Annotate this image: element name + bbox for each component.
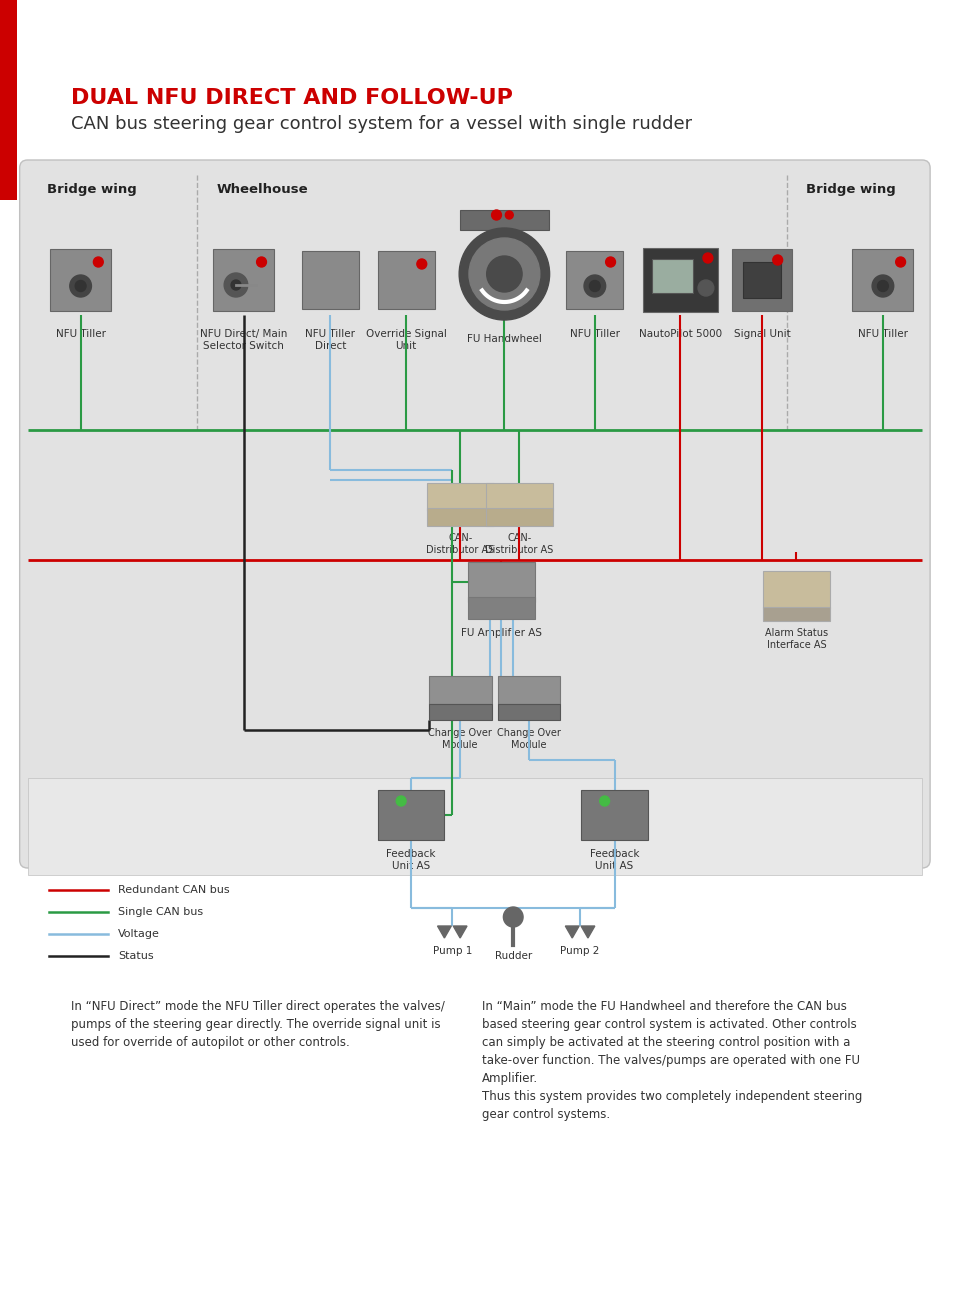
Text: NFU Direct/ Main
Selector Switch: NFU Direct/ Main Selector Switch <box>200 330 288 351</box>
Bar <box>497 676 561 704</box>
Bar <box>426 508 493 526</box>
Bar <box>732 249 792 311</box>
Circle shape <box>703 252 713 263</box>
Polygon shape <box>453 926 467 938</box>
Circle shape <box>589 280 600 292</box>
Bar <box>377 251 435 309</box>
Text: NautoPilot 5000: NautoPilot 5000 <box>638 330 722 339</box>
Circle shape <box>469 238 540 310</box>
Bar <box>377 790 444 840</box>
Bar <box>497 704 561 719</box>
Text: FU Amplifier AS: FU Amplifier AS <box>461 628 542 638</box>
Text: NFU Tiller: NFU Tiller <box>570 330 620 339</box>
FancyBboxPatch shape <box>28 778 923 875</box>
Text: Bridge wing: Bridge wing <box>47 183 137 196</box>
Polygon shape <box>438 926 451 938</box>
Bar <box>0 0 16 200</box>
Text: Change Over
Module: Change Over Module <box>428 729 492 749</box>
Circle shape <box>600 797 610 806</box>
Polygon shape <box>565 926 579 938</box>
Text: Bridge wing: Bridge wing <box>806 183 896 196</box>
Circle shape <box>773 255 782 266</box>
Circle shape <box>503 906 523 927</box>
Bar <box>581 790 648 840</box>
Text: Pump 2: Pump 2 <box>561 946 600 956</box>
Bar <box>643 249 718 313</box>
Text: DUAL NFU DIRECT AND FOLLOW-UP: DUAL NFU DIRECT AND FOLLOW-UP <box>71 88 513 109</box>
Bar <box>763 607 829 621</box>
Text: Feedback
Unit AS: Feedback Unit AS <box>589 849 639 871</box>
Circle shape <box>75 280 86 292</box>
Bar <box>468 596 535 619</box>
Bar <box>566 251 623 309</box>
Bar <box>486 483 553 511</box>
Text: CAN-
Distributor AS: CAN- Distributor AS <box>426 532 494 555</box>
Bar <box>652 259 693 293</box>
Bar <box>468 562 535 602</box>
Circle shape <box>896 256 905 267</box>
Circle shape <box>396 797 406 806</box>
Text: CAN-
Distributor AS: CAN- Distributor AS <box>485 532 553 555</box>
Text: NFU Tiller
Direct: NFU Tiller Direct <box>305 330 355 351</box>
Circle shape <box>584 275 606 297</box>
FancyBboxPatch shape <box>19 160 930 869</box>
Text: Status: Status <box>118 951 154 961</box>
Circle shape <box>231 280 241 290</box>
Text: Signal Unit: Signal Unit <box>733 330 790 339</box>
Circle shape <box>417 259 426 269</box>
Text: Single CAN bus: Single CAN bus <box>118 906 204 917</box>
Circle shape <box>606 256 615 267</box>
Circle shape <box>877 280 888 292</box>
Text: Override Signal
Unit: Override Signal Unit <box>366 330 446 351</box>
Polygon shape <box>581 926 595 938</box>
Text: In “Main” mode the FU Handwheel and therefore the CAN bus
based steering gear co: In “Main” mode the FU Handwheel and ther… <box>482 1001 862 1121</box>
Text: Alarm Status
Interface AS: Alarm Status Interface AS <box>765 628 828 650</box>
Bar <box>429 704 492 719</box>
Bar <box>486 508 553 526</box>
Bar <box>743 262 780 298</box>
Text: In “NFU Direct” mode the NFU Tiller direct operates the valves/
pumps of the ste: In “NFU Direct” mode the NFU Tiller dire… <box>71 1001 444 1049</box>
Text: Change Over
Module: Change Over Module <box>497 729 561 749</box>
Text: Redundant CAN bus: Redundant CAN bus <box>118 886 229 895</box>
Circle shape <box>487 256 522 292</box>
Text: Wheelhouse: Wheelhouse <box>216 183 308 196</box>
Circle shape <box>256 256 267 267</box>
Bar <box>426 483 493 511</box>
Bar <box>301 251 359 309</box>
Circle shape <box>459 228 550 320</box>
Bar <box>852 249 913 311</box>
Circle shape <box>698 280 714 296</box>
Text: Pump 1: Pump 1 <box>433 946 472 956</box>
Bar <box>50 249 111 311</box>
Bar <box>763 572 829 610</box>
Circle shape <box>93 256 104 267</box>
Circle shape <box>492 211 501 220</box>
Circle shape <box>70 275 91 297</box>
Circle shape <box>225 273 248 297</box>
Bar <box>429 676 492 704</box>
Text: NFU Tiller: NFU Tiller <box>56 330 106 339</box>
Bar <box>213 249 275 311</box>
Circle shape <box>872 275 894 297</box>
Text: Voltage: Voltage <box>118 929 160 939</box>
Text: CAN bus steering gear control system for a vessel with single rudder: CAN bus steering gear control system for… <box>71 115 692 133</box>
Text: NFU Tiller: NFU Tiller <box>858 330 908 339</box>
Text: Feedback
Unit AS: Feedback Unit AS <box>386 849 436 871</box>
Text: FU Handwheel: FU Handwheel <box>467 334 541 344</box>
Bar <box>460 211 548 230</box>
Circle shape <box>505 211 514 218</box>
Text: Rudder: Rudder <box>494 951 532 961</box>
